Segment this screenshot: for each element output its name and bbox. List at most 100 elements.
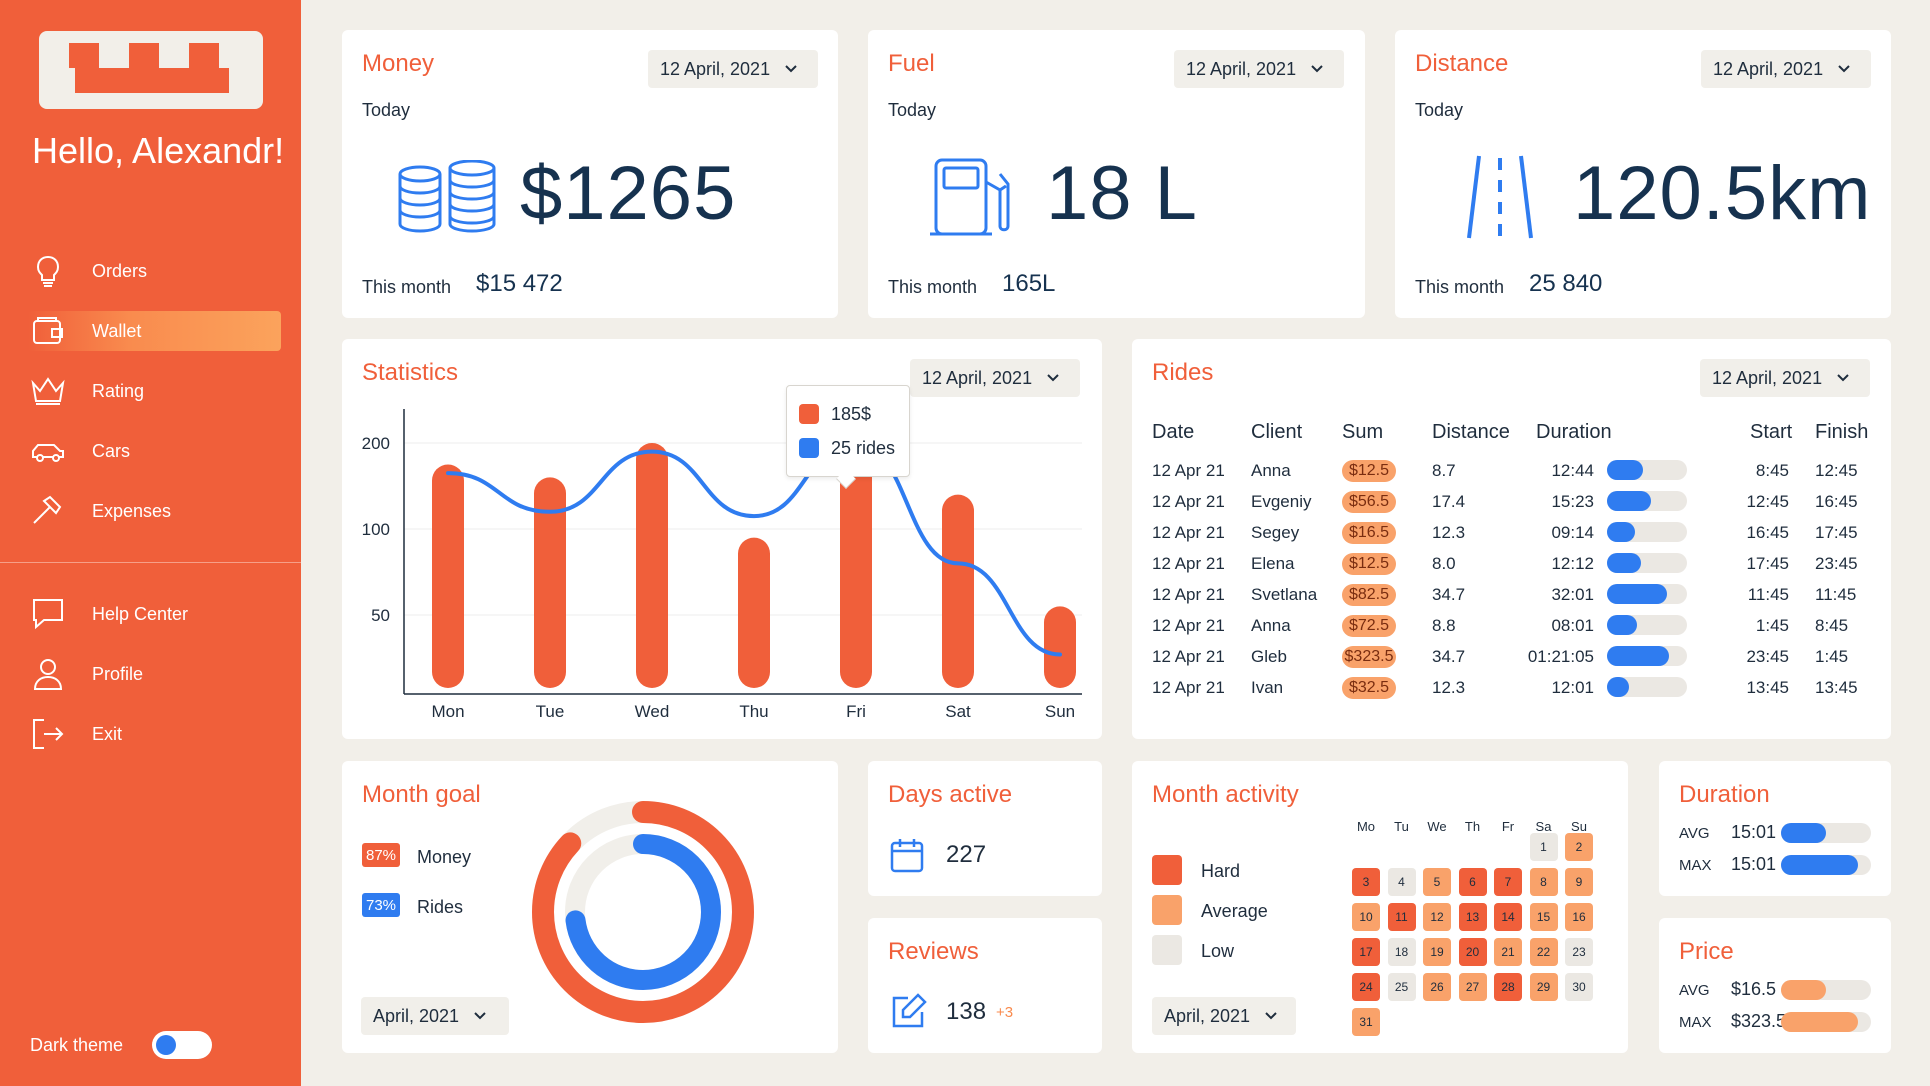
tooltip-money: 185$ <box>831 404 872 424</box>
calendar-day[interactable]: 18 <box>1387 938 1416 966</box>
month-goal-select[interactable]: April, 2021 <box>361 997 509 1035</box>
fuel-card: Fuel 12 April, 2021 Today 18 L This mont… <box>868 30 1365 318</box>
calendar-day[interactable]: 20 <box>1458 938 1487 966</box>
bar-mon[interactable] <box>432 464 464 689</box>
calendar-day[interactable]: 8 <box>1529 868 1558 896</box>
calendar-day[interactable]: 17 <box>1352 938 1380 966</box>
calendar-day[interactable]: 28 <box>1494 973 1522 1001</box>
activity-month-select[interactable]: April, 2021 <box>1152 997 1296 1035</box>
price-avg-fill <box>1781 980 1826 1000</box>
ride-finish: 23:45 <box>1815 554 1858 573</box>
month-activity-card: Month activity April, 2021 Hard Average Lo… <box>1132 761 1628 1053</box>
ride-client: Evgeniy <box>1251 492 1312 511</box>
calendar-day[interactable]: 25 <box>1387 973 1416 1001</box>
calendar-day[interactable]: 5 <box>1423 868 1451 896</box>
rides-header-duration[interactable]: Duration <box>1536 421 1612 443</box>
statistics-date-select[interactable]: 12 April, 2021 <box>910 359 1080 397</box>
weekday-sa: Sa <box>1535 819 1552 834</box>
sidebar-item-orders[interactable]: Orders <box>28 251 281 291</box>
calendar-day[interactable]: 23 <box>1565 938 1593 966</box>
calendar-day[interactable]: 3 <box>1352 868 1380 896</box>
fuel-date-select[interactable]: 12 April, 2021 <box>1174 50 1344 88</box>
calendar-day[interactable]: 7 <box>1494 868 1522 896</box>
fuel-today-label: Today <box>888 100 937 120</box>
car-icon <box>30 433 66 469</box>
calendar-day[interactable]: 10 <box>1352 903 1380 931</box>
y-tick-label: 50 <box>371 606 390 625</box>
sidebar-item-rating[interactable]: Rating <box>28 371 281 411</box>
rides-header-distance[interactable]: Distance <box>1432 421 1510 443</box>
calendar-day[interactable]: 6 <box>1458 868 1487 896</box>
duration-bar <box>1607 584 1687 604</box>
calendar-day[interactable]: 22 <box>1529 938 1558 966</box>
ride-duration: 12:44 <box>1551 461 1594 480</box>
ride-start: 12:45 <box>1746 492 1789 511</box>
calendar-day[interactable]: 13 <box>1458 903 1487 931</box>
calendar-day[interactable]: 11 <box>1387 903 1416 931</box>
month-select-value: April, 2021 <box>1164 1005 1251 1026</box>
fuel-pump-icon <box>930 158 1010 236</box>
bar-sat[interactable] <box>942 494 974 688</box>
calendar-day[interactable]: 15 <box>1529 903 1558 931</box>
calendar-day[interactable]: 27 <box>1458 973 1487 1001</box>
tooltip-rides-swatch <box>799 438 819 458</box>
ride-start: 23:45 <box>1746 647 1789 666</box>
reviews-card: Reviews 138 +3 <box>868 918 1102 1053</box>
calendar-day[interactable]: 16 <box>1565 903 1593 931</box>
calendar-day[interactable]: 24 <box>1352 973 1380 1001</box>
price-card: Price AVG $16.5 MAX $323.5 <box>1659 918 1891 1053</box>
distance-date-select[interactable]: 12 April, 2021 <box>1701 50 1871 88</box>
dark-theme-toggle[interactable] <box>152 1031 212 1059</box>
ride-date: 12 Apr 21 <box>1152 647 1225 666</box>
calendar-day[interactable]: 2 <box>1565 833 1593 861</box>
duration-bar-fill <box>1607 522 1635 542</box>
calendar-day[interactable]: 14 <box>1494 903 1522 931</box>
calendar-day[interactable]: 1 <box>1529 833 1558 861</box>
ride-finish: 13:45 <box>1815 678 1858 697</box>
money-month-value: $15 472 <box>476 270 563 297</box>
bar-tue[interactable] <box>534 477 566 688</box>
x-tick-label: Wed <box>635 702 670 721</box>
rides-header-date[interactable]: Date <box>1152 421 1195 443</box>
rides-header-client[interactable]: Client <box>1251 421 1303 443</box>
calendar-day[interactable]: 31 <box>1352 1008 1380 1036</box>
rides-card: Rides 12 April, 2021 Date Client Sum Distan… <box>1132 339 1891 739</box>
bar-wed[interactable] <box>636 443 668 688</box>
calendar-day[interactable]: 19 <box>1423 938 1451 966</box>
rides-header-sum[interactable]: Sum <box>1342 421 1384 443</box>
rides-header-start[interactable]: Start <box>1750 421 1793 443</box>
ride-start: 13:45 <box>1746 678 1789 697</box>
weekday-mo: Mo <box>1356 819 1376 834</box>
duration-bar-fill <box>1607 615 1638 635</box>
fuel-month-label: This month <box>888 277 978 297</box>
calendar-day[interactable]: 12 <box>1423 903 1451 931</box>
calendar-day[interactable]: 29 <box>1529 973 1558 1001</box>
bar-thu[interactable] <box>738 537 770 688</box>
calendar-day[interactable]: 9 <box>1565 868 1593 896</box>
price-avg-label: AVG <box>1679 982 1710 999</box>
legend-swatch-average <box>1152 895 1182 925</box>
calendar-day[interactable]: 21 <box>1494 938 1522 966</box>
sidebar-item-help-center[interactable]: Help Center <box>28 594 281 634</box>
sidebar-item-exit[interactable]: Exit <box>28 714 281 754</box>
sidebar-item-cars[interactable]: Cars <box>28 431 281 471</box>
sidebar-item-expenses[interactable]: Expenses <box>28 491 281 531</box>
taxi-logo[interactable] <box>39 31 263 109</box>
crown-icon <box>30 373 66 409</box>
money-date-select[interactable]: 12 April, 2021 <box>648 50 818 88</box>
chart-tooltip: 185$ 25 rides <box>786 385 910 489</box>
ride-sum: $16.5 <box>1342 522 1396 544</box>
calendar-day[interactable]: 4 <box>1387 868 1416 896</box>
rides-header-finish[interactable]: Finish <box>1815 421 1869 443</box>
bar-sun[interactable] <box>1044 606 1076 688</box>
calendar-day[interactable]: 26 <box>1423 973 1451 1001</box>
bar-fri[interactable] <box>840 455 872 688</box>
ride-start: 16:45 <box>1746 523 1789 542</box>
chevron-down-icon <box>1265 1012 1277 1020</box>
checker-logo-icon <box>69 43 229 93</box>
rides-date-select[interactable]: 12 April, 2021 <box>1700 359 1870 397</box>
sidebar-item-profile[interactable]: Profile <box>28 654 281 694</box>
duration-title: Duration <box>1679 781 1770 808</box>
calendar-day[interactable]: 30 <box>1565 973 1593 1001</box>
sidebar-item-wallet[interactable]: Wallet <box>28 311 281 351</box>
